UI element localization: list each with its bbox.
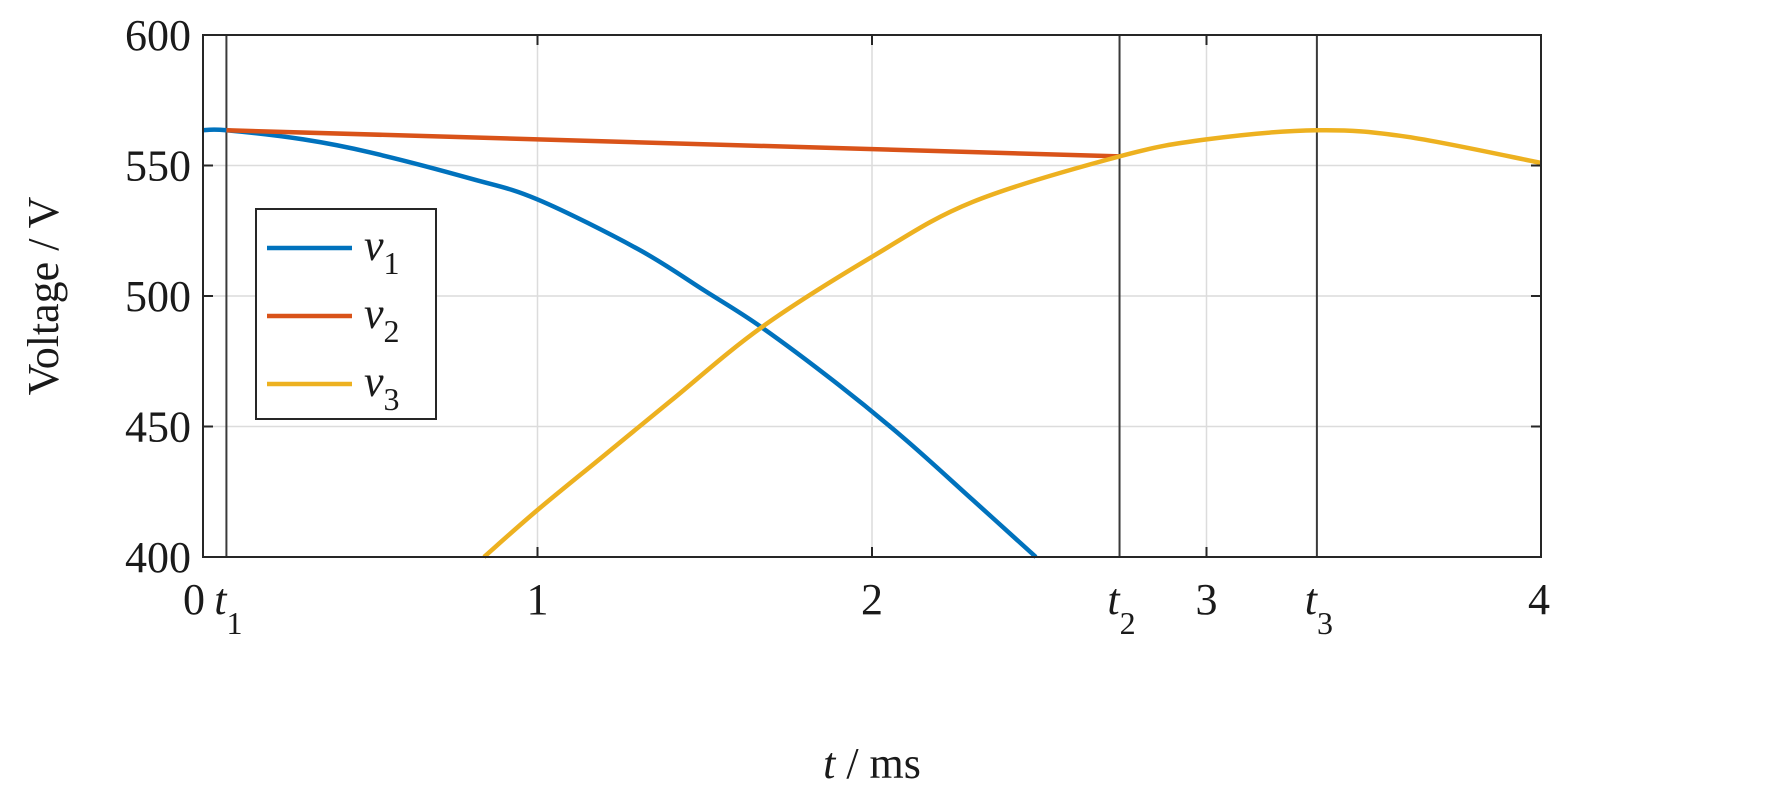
x-tick-label: 1 [527,575,549,624]
marker-label-sub: 1 [227,605,243,641]
y-tick-label: 550 [125,142,191,191]
marker-lines [225,35,1318,557]
series-line-v1 [202,127,1038,559]
marker-label-var: t [1107,575,1121,624]
x-tick-label: 4 [1528,575,1550,624]
marker-label-t3: t3 [1305,575,1333,641]
x-tick-label: 2 [861,575,883,624]
y-tick-label: 400 [125,533,191,582]
series-layer [202,127,1542,559]
marker-label-t1: t1 [214,575,242,641]
legend-label-v3: v3 [364,357,400,417]
tick-labels: 0 1 2 3 4 400 450 500 550 600 [125,11,1550,624]
series-line-v3 [482,127,1542,559]
legend-label-v2: v2 [364,289,400,349]
y-tick-label: 500 [125,272,191,321]
y-tick-label: 450 [125,403,191,452]
x-axis-label-unit: / ms [835,739,921,788]
legend-label-var: v [364,289,384,338]
series-line-v2 [226,128,1120,159]
marker-label-sub: 2 [1120,605,1136,641]
y-tick-label: 600 [125,11,191,60]
legend-label-var: v [364,357,384,406]
x-axis-label: t / ms [823,739,921,788]
marker-label-var: t [1305,575,1319,624]
legend-label-var: v [364,221,384,270]
y-axis-label: Voltage / V [19,196,68,395]
x-axis-label-var: t [823,739,837,788]
legend-label-sub: 3 [384,381,400,417]
marker-label-sub: 3 [1317,605,1333,641]
legend-label-sub: 1 [384,245,400,281]
marker-labels: t1 t2 t3 [214,575,1333,641]
marker-label-var: t [214,575,228,624]
marker-label-t2: t2 [1107,575,1135,641]
x-tick-label: 0 [183,575,205,624]
legend-label-sub: 2 [384,313,400,349]
x-tick-label: 3 [1196,575,1218,624]
legend-label-v1: v1 [364,221,400,281]
